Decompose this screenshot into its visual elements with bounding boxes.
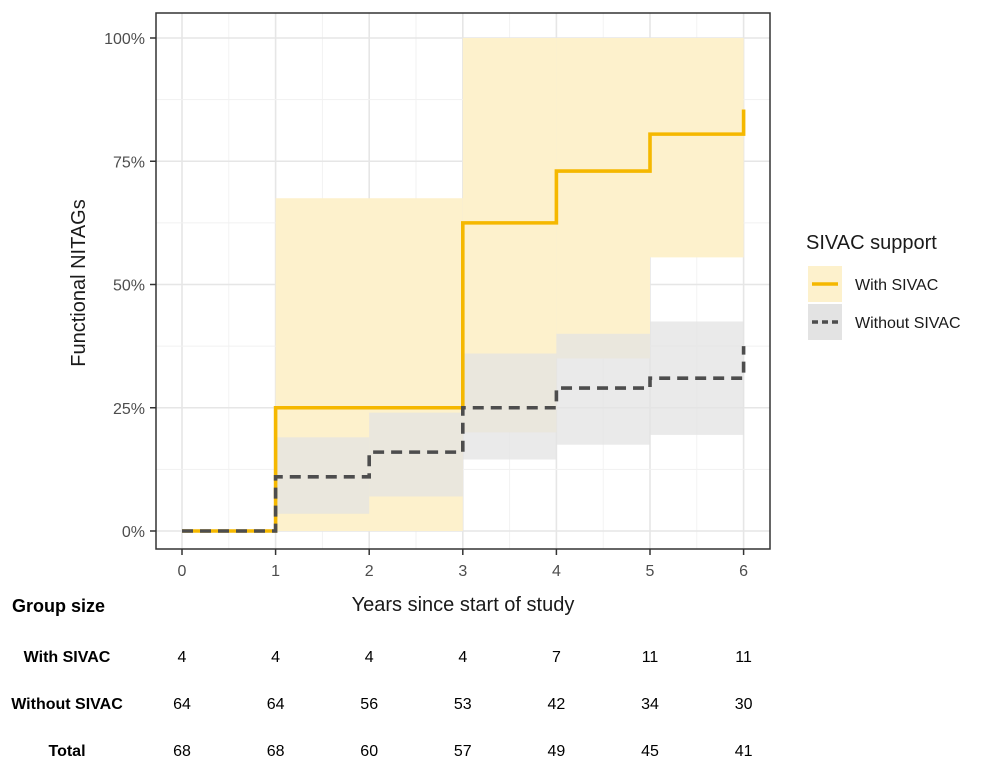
line-without-sivac: [182, 346, 746, 533]
band-without-sivac: [275, 437, 370, 514]
x-tick-label: 5: [646, 563, 655, 580]
legend-label: With SIVAC: [855, 277, 938, 294]
x-axis: 0 1 2 3 4 5 6: [178, 549, 748, 580]
risk-table: Group size With SIVAC 4 4 4 4 7 11 11 Without SI…: [11, 596, 752, 760]
y-tick-label: 100%: [104, 31, 145, 48]
y-tick-label: 25%: [113, 401, 145, 418]
risk-table-cell: 11: [642, 649, 659, 666]
risk-table-cell: 64: [267, 696, 285, 713]
y-tick-label: 75%: [113, 154, 145, 171]
y-axis: 0% 25% 50% 75% 100%: [104, 31, 156, 541]
risk-table-cell: 49: [548, 743, 566, 760]
x-tick-label: 6: [739, 563, 748, 580]
legend: SIVAC support With SIVAC Without SIVAC: [806, 232, 961, 340]
risk-table-cell: 11: [735, 649, 752, 666]
survival-lines: [182, 109, 746, 533]
risk-table-cell: 53: [454, 696, 472, 713]
x-tick-label: 1: [271, 563, 280, 580]
y-tick-label: 0%: [122, 524, 145, 541]
line-with-sivac: [182, 109, 746, 533]
risk-table-cell: 4: [458, 649, 467, 666]
y-axis-title: Functional NITAGs: [68, 199, 90, 366]
risk-table-cell: 45: [641, 743, 659, 760]
risk-table-cell: 30: [735, 696, 753, 713]
legend-label: Without SIVAC: [855, 315, 961, 332]
band-with-sivac: [650, 38, 744, 258]
risk-table-cell: 64: [173, 696, 191, 713]
x-tick-label: 3: [458, 563, 467, 580]
risk-table-cell: 41: [735, 743, 753, 760]
risk-table-row-label: With SIVAC: [24, 649, 111, 666]
risk-table-cell: 68: [267, 743, 285, 760]
risk-table-cell: 56: [360, 696, 378, 713]
band-without-sivac: [369, 412, 463, 497]
risk-table-cell: 60: [360, 743, 378, 760]
risk-table-cell: 4: [271, 649, 280, 666]
risk-table-cell: 7: [552, 649, 561, 666]
risk-table-cell: 42: [548, 696, 566, 713]
risk-table-cell: 57: [454, 743, 472, 760]
risk-table-row-label: Total: [48, 743, 85, 760]
x-tick-label: 4: [552, 563, 561, 580]
band-with-sivac: [556, 38, 650, 359]
risk-table-cell: 4: [365, 649, 374, 666]
y-tick-label: 50%: [113, 278, 145, 295]
risk-table-cell: 68: [173, 743, 191, 760]
x-axis-title: Years since start of study: [352, 594, 575, 616]
risk-table-cell: 34: [641, 696, 659, 713]
x-tick-label: 2: [365, 563, 374, 580]
risk-table-row-label: Without SIVAC: [11, 696, 123, 713]
risk-table-title: Group size: [12, 596, 105, 616]
risk-table-cell: 4: [178, 649, 187, 666]
legend-title: SIVAC support: [806, 232, 937, 254]
x-tick-label: 0: [178, 563, 187, 580]
